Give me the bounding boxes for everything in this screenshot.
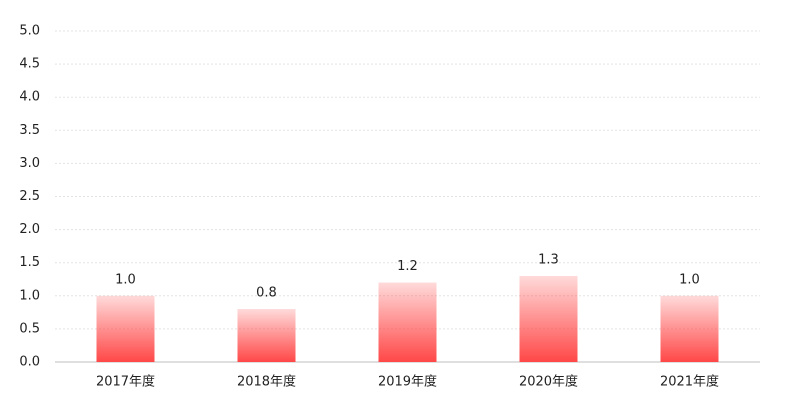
x-tick-label: 2018年度 [237, 374, 296, 390]
x-tick-label: 2019年度 [378, 374, 437, 390]
y-tick-label: 2.0 [19, 222, 40, 237]
value-label: 0.8 [256, 286, 277, 301]
x-tick-label: 2020年度 [519, 374, 578, 390]
y-tick-label: 4.0 [19, 90, 40, 105]
y-tick-label: 2.5 [19, 189, 40, 204]
y-tick-label: 0.5 [19, 321, 40, 336]
value-label: 1.3 [538, 252, 559, 267]
y-tick-label: 4.5 [19, 57, 40, 72]
x-tick-label: 2021年度 [660, 374, 719, 390]
bar [96, 295, 155, 362]
bar [519, 275, 578, 362]
y-tick-label: 0.0 [19, 355, 40, 370]
bar [378, 282, 437, 362]
y-tick-label: 3.0 [19, 156, 40, 171]
bar [237, 309, 296, 362]
value-label: 1.0 [679, 272, 700, 287]
y-tick-label: 5.0 [19, 24, 40, 39]
x-tick-label: 2017年度 [96, 374, 155, 390]
value-label: 1.0 [115, 272, 136, 287]
value-label: 1.2 [397, 259, 418, 274]
bar [660, 295, 719, 362]
y-tick-label: 1.5 [19, 255, 40, 270]
y-tick-label: 1.0 [19, 288, 40, 303]
y-tick-label: 3.5 [19, 123, 40, 138]
